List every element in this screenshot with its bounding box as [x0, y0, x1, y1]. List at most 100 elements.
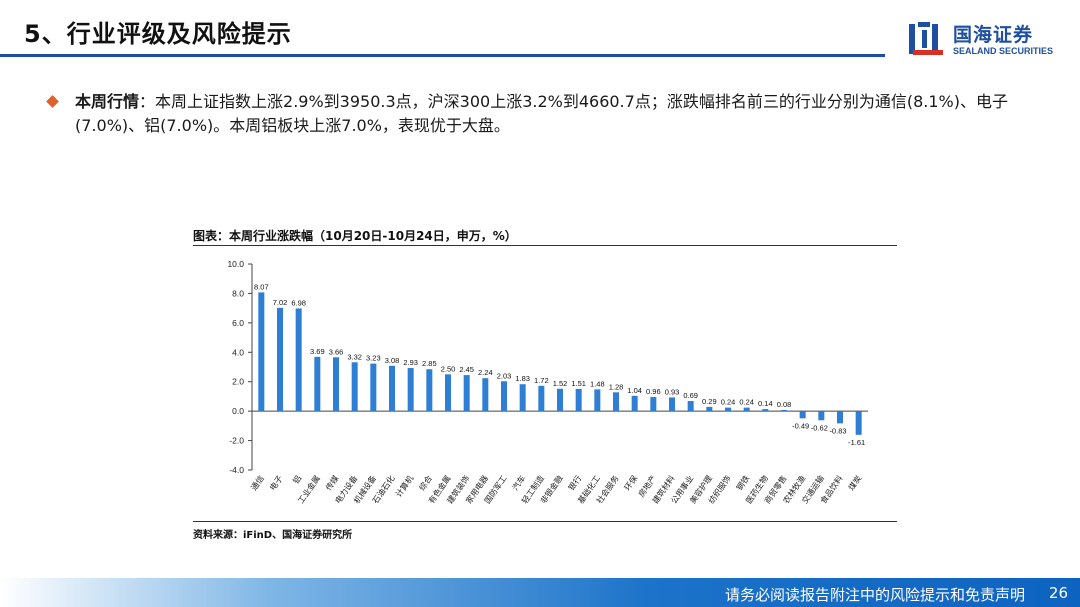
category-label: 通信: [249, 473, 266, 492]
bar: [370, 363, 377, 412]
data-label: 2.93: [403, 358, 418, 367]
data-label: -0.83: [829, 426, 846, 435]
data-label: 2.03: [497, 371, 512, 380]
logo-chinese-name: 国海证券: [953, 24, 1034, 46]
category-label: 计算机: [393, 473, 415, 498]
category-label: 电子: [267, 473, 284, 492]
bar: [426, 369, 433, 412]
bar: [781, 409, 787, 412]
bar: [669, 397, 675, 412]
data-label: 8.07: [254, 282, 269, 291]
data-label: -1.61: [848, 438, 865, 447]
data-label: 2.24: [478, 368, 493, 377]
data-label: 1.48: [590, 379, 605, 388]
data-label: 3.66: [329, 347, 344, 356]
bar: [333, 357, 339, 412]
data-label: 0.29: [702, 397, 717, 406]
bar: [501, 381, 507, 412]
bar: [407, 368, 414, 412]
bar: [575, 388, 582, 412]
bar: [818, 411, 825, 421]
bar: [799, 411, 806, 419]
data-label: 0.08: [777, 400, 792, 409]
data-label: -0.62: [811, 423, 828, 432]
bar: [650, 397, 657, 412]
page-title: 5、行业评级及风险提示: [24, 20, 292, 48]
bar: [445, 374, 451, 412]
category-label: 环保: [622, 473, 639, 492]
bar: [687, 400, 694, 412]
bar: [855, 411, 862, 435]
data-label: 6.98: [291, 298, 306, 307]
data-label: 3.08: [385, 356, 400, 365]
category-label: 煤炭: [846, 473, 863, 492]
sealand-logo-icon: [909, 22, 943, 55]
bar: [295, 308, 302, 412]
data-label: 1.83: [515, 374, 530, 383]
data-label: 2.45: [459, 365, 474, 374]
disclaimer-footer: 请务必阅读报告附注中的风险提示和免责声明: [724, 586, 1025, 604]
data-label: 0.24: [721, 398, 736, 407]
category-label: 汽车: [510, 473, 527, 492]
y-tick-label: 2.0: [232, 377, 244, 387]
data-label: 1.51: [571, 379, 586, 388]
bar: [762, 409, 769, 412]
category-label: 钢铁: [734, 473, 751, 492]
bar: [613, 392, 619, 412]
data-label: -0.49: [792, 421, 809, 430]
bar: [519, 384, 526, 412]
bar: [594, 389, 601, 412]
bar: [482, 378, 489, 412]
logo-english-name: SEALAND SECURITIES: [953, 46, 1054, 56]
bar: [258, 292, 265, 412]
page-number: 26: [1048, 584, 1068, 602]
bar: [706, 406, 713, 412]
bar: [463, 375, 470, 412]
y-tick-label: 8.0: [232, 288, 244, 298]
bullet-label: 本周行情: [75, 92, 140, 111]
data-label: 1.28: [609, 382, 624, 391]
market-summary-bullet: 本周行情：本周上证指数上涨2.9%到3950.3点，沪深300上涨3.2%到46…: [46, 90, 1028, 138]
data-label: 0.96: [646, 387, 661, 396]
data-label: 2.50: [441, 364, 456, 373]
data-label: 3.32: [347, 352, 362, 361]
data-label: 3.69: [310, 347, 325, 356]
bullet-paragraph: 本周行情：本周上证指数上涨2.9%到3950.3点，沪深300上涨3.2%到46…: [75, 90, 1028, 138]
data-label: 0.24: [739, 398, 754, 407]
data-label: 2.85: [422, 359, 437, 368]
chart-title: 图表：本周行业涨跌幅（10月20日-10月24日，申万，%）: [193, 229, 517, 243]
data-label: 0.93: [665, 387, 680, 396]
category-label: 银行: [566, 473, 583, 492]
data-label: 1.52: [553, 379, 568, 388]
y-tick-label: 0.0: [232, 406, 244, 416]
data-source-note: 资料来源：iFinD、国海证券研究所: [193, 530, 353, 541]
data-label: 1.04: [627, 386, 642, 395]
chart-bottom-rule: [193, 521, 897, 522]
data-label: 3.23: [366, 354, 381, 363]
bar: [314, 356, 321, 412]
y-tick-label: -2.0: [229, 436, 244, 446]
chart-top-rule: [193, 245, 897, 246]
bar: [277, 307, 283, 412]
bar: [538, 385, 545, 412]
title-underline: [0, 54, 885, 57]
bar: [631, 395, 638, 412]
data-label: 1.72: [534, 376, 549, 385]
category-label: 铝: [291, 473, 304, 485]
y-tick-label: 10.0: [227, 259, 244, 269]
y-tick-label: -4.0: [229, 465, 244, 475]
bar: [725, 407, 731, 412]
category-label: 传媒: [323, 473, 340, 492]
y-tick-label: 6.0: [232, 318, 244, 328]
company-logo: 国海证券 SEALAND SECURITIES: [907, 18, 1067, 62]
data-label: 0.14: [758, 399, 773, 408]
bar: [743, 407, 750, 412]
footer-bar: [0, 578, 1080, 607]
bar: [389, 365, 395, 412]
data-label: 7.02: [273, 298, 288, 307]
bar: [351, 362, 358, 412]
category-label: 综合: [417, 473, 434, 492]
bullet-body: ：本周上证指数上涨2.9%到3950.3点，沪深300上涨3.2%到4660.7…: [75, 92, 1008, 135]
bar: [557, 388, 563, 412]
